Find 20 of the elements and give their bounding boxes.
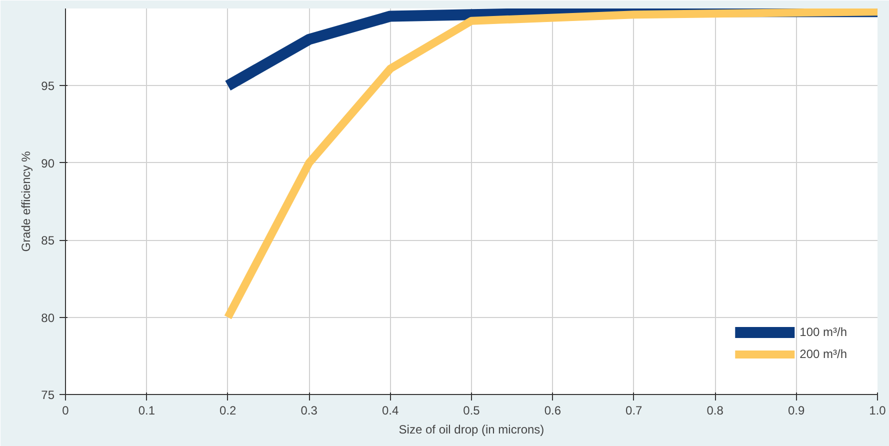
- y-tick-label: 75: [41, 388, 55, 402]
- x-tick-label: 0.5: [463, 404, 480, 418]
- x-tick-label: 0.4: [382, 404, 399, 418]
- x-tick-label: 0.3: [300, 404, 318, 418]
- y-tick-label: 80: [41, 310, 55, 325]
- y-tick-label: 85: [41, 234, 55, 248]
- x-tick-label: 1.0: [869, 404, 886, 418]
- x-tick-label: 0.6: [544, 404, 562, 418]
- x-tick-label: 0.9: [788, 404, 805, 418]
- y-axis-title: Grade efficiency %: [19, 150, 34, 252]
- x-tick-label: 0.7: [626, 404, 643, 418]
- x-tick-label: 0.1: [138, 404, 156, 418]
- x-tick-label: 0.8: [706, 404, 724, 418]
- y-tick-label: 90: [41, 156, 55, 170]
- legend-label: 100 m³/h: [800, 325, 847, 339]
- x-tick-label: 0: [62, 404, 70, 418]
- x-tick-label: 0.2: [220, 404, 237, 418]
- x-axis-title: Size of oil drop (in microns): [398, 422, 544, 436]
- y-tick-label: 95: [41, 79, 55, 94]
- legend-label: 200 m³/h: [800, 347, 847, 361]
